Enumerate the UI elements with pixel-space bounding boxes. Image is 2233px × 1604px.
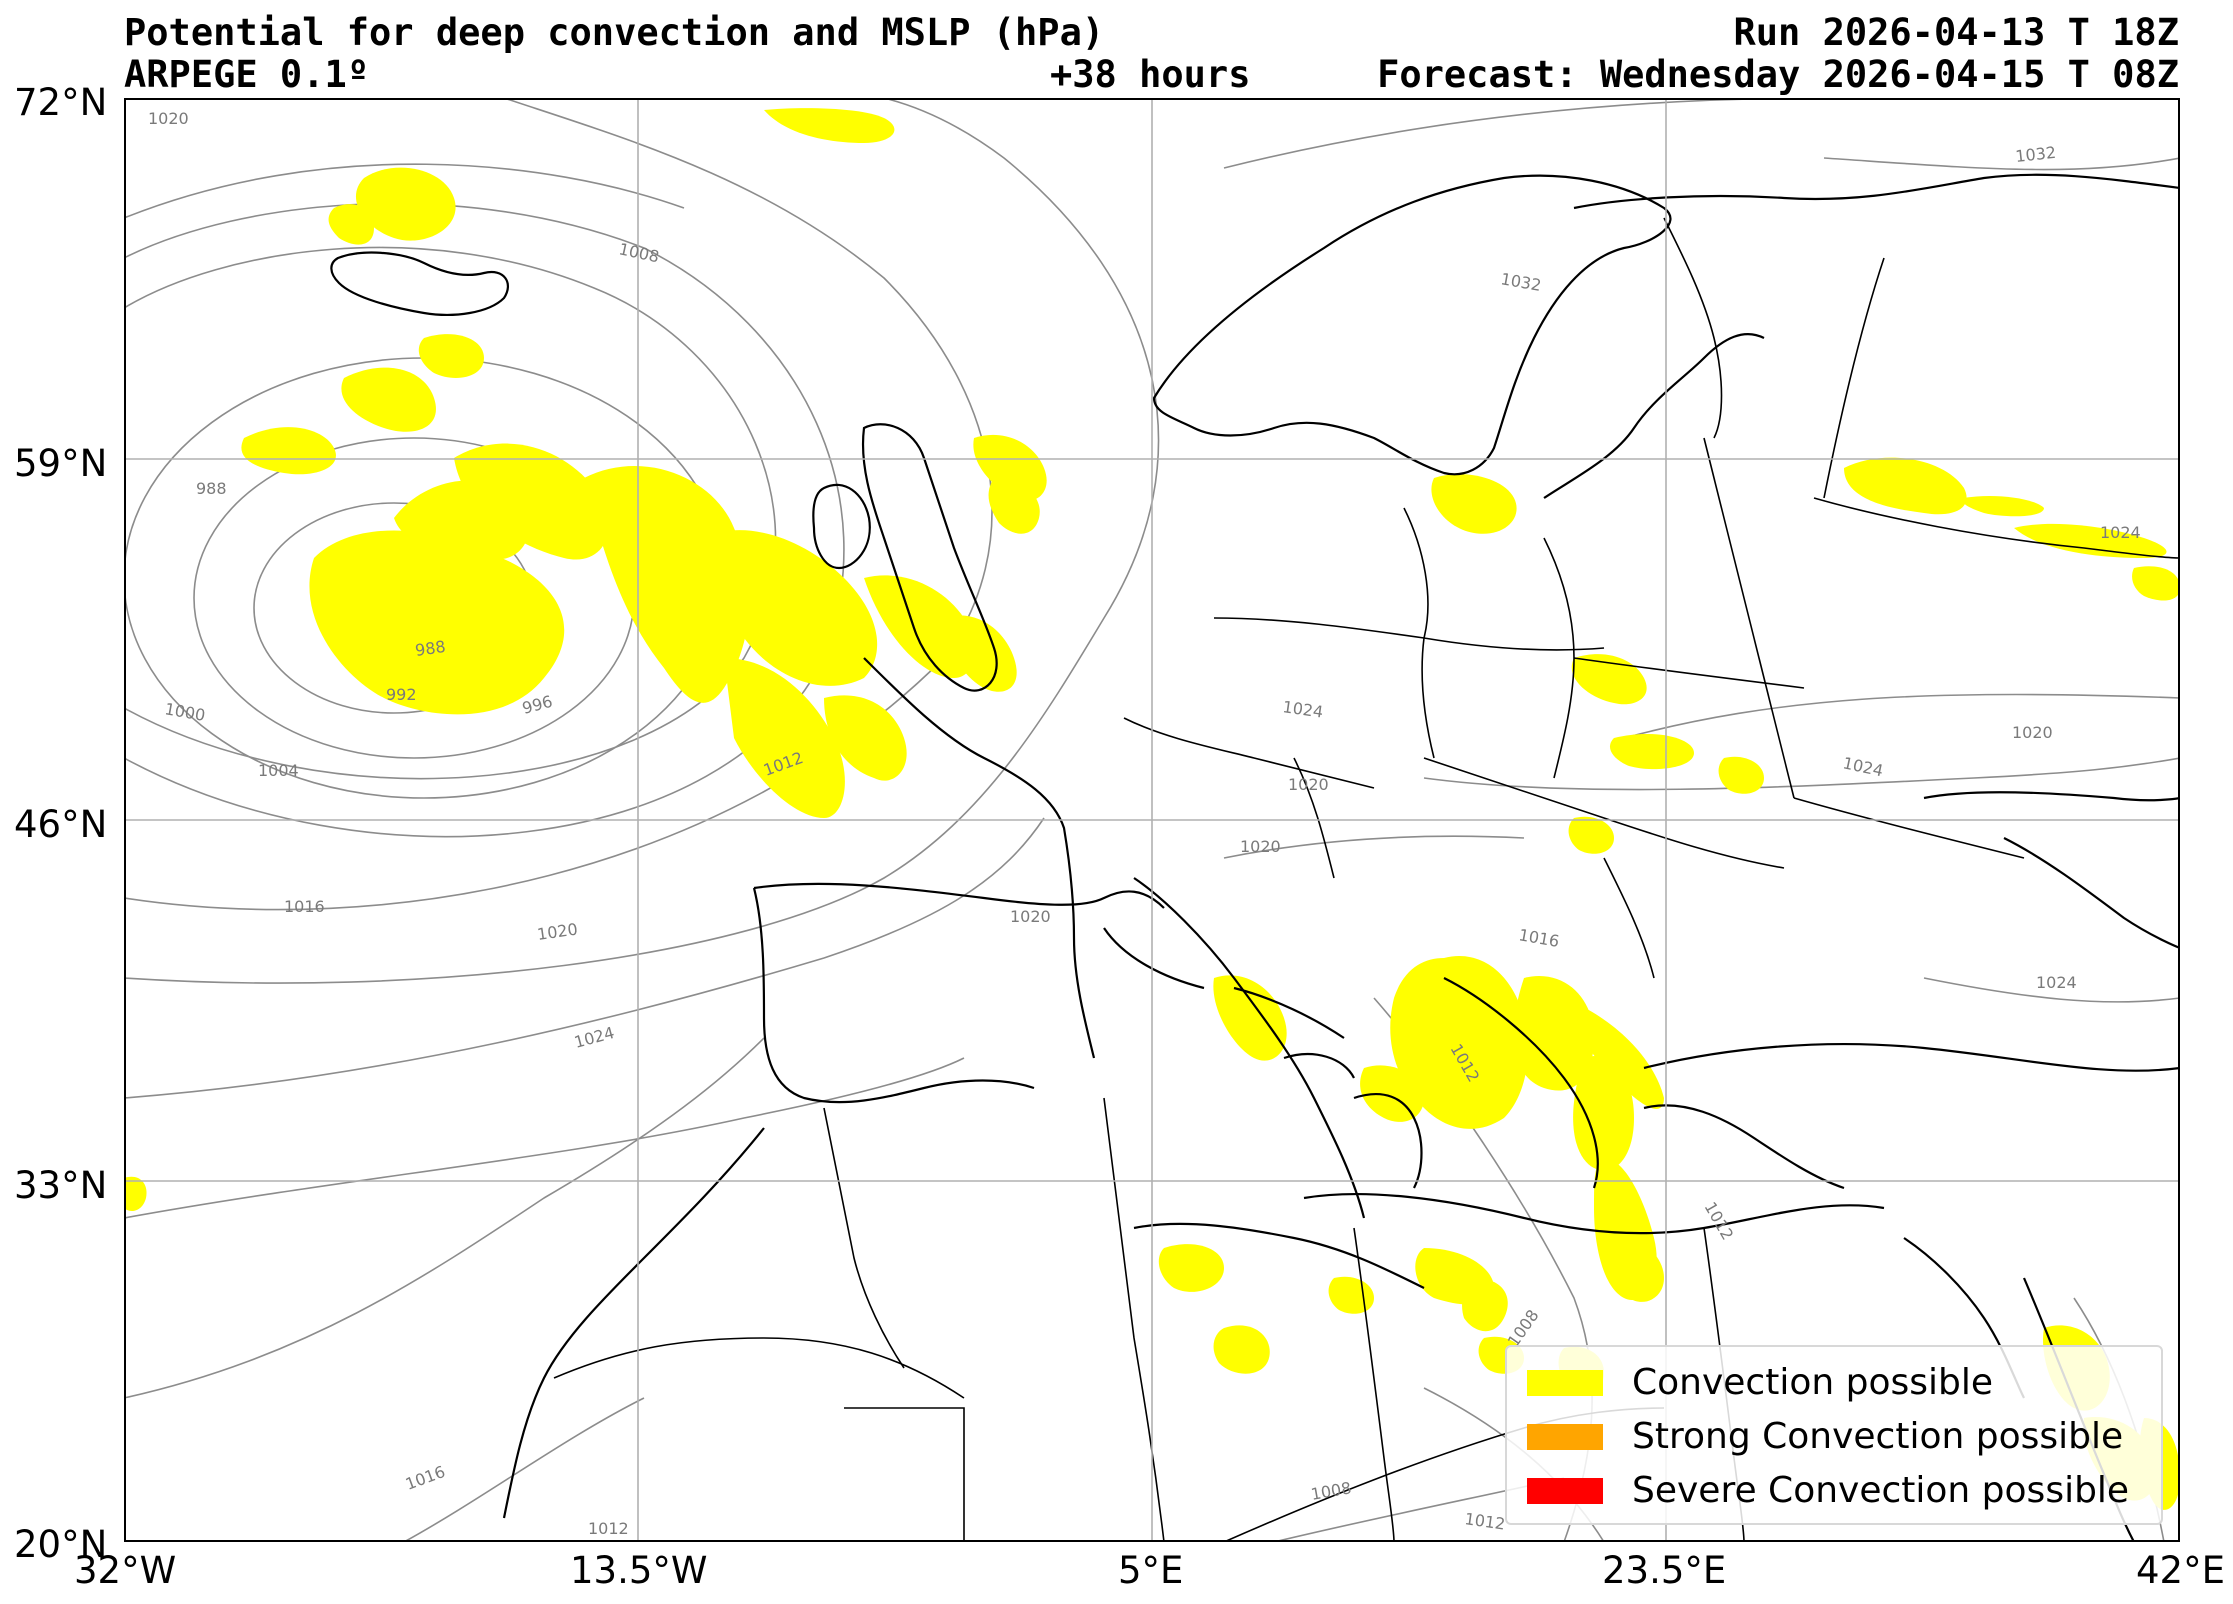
isobar-label: 1032 xyxy=(2014,143,2056,166)
lon-tick-23-5e: 23.5°E xyxy=(1602,1549,1727,1592)
isobar-label: 1024 xyxy=(1281,697,1324,721)
isobar-label: 988 xyxy=(196,479,227,498)
isobar-label: 1020 xyxy=(1010,907,1051,926)
isobar-label: 1024 xyxy=(1841,753,1885,780)
isobar-label: 1016 xyxy=(284,897,325,916)
lead-time: +38 hours xyxy=(1050,53,1251,96)
lon-tick-42e: 42°E xyxy=(2136,1549,2225,1592)
lon-tick-13-5w: 13.5°W xyxy=(570,1549,708,1592)
lat-tick-33n: 33°N xyxy=(14,1164,108,1207)
isobar-label: 1020 xyxy=(536,919,579,943)
model-name: ARPEGE 0.1º xyxy=(124,53,370,96)
isobar-label: 1012 xyxy=(1463,1509,1506,1533)
map-panel: 1020 1008 988 988 992 996 1000 1004 1012… xyxy=(124,98,2180,1542)
isobar-label: 1004 xyxy=(258,761,299,780)
isobar-label: 1024 xyxy=(572,1023,616,1052)
legend-label-convection: Convection possible xyxy=(1632,1362,1994,1403)
lon-tick-32w: 32°W xyxy=(74,1549,177,1592)
isobar-label: 1012 xyxy=(1701,1199,1738,1244)
convection-areas xyxy=(124,108,2180,1510)
isobar-label: 1008 xyxy=(1309,1478,1352,1504)
gridlines xyxy=(124,98,2180,1542)
legend-swatch-strong xyxy=(1527,1424,1603,1450)
isobar-label: 1020 xyxy=(1240,837,1281,856)
borders xyxy=(553,217,2180,1542)
isobar-label: 1008 xyxy=(1504,1306,1543,1350)
legend-swatch-severe xyxy=(1527,1478,1603,1504)
map-legend: Convection possible Strong Convection po… xyxy=(1505,1345,2163,1525)
isobar-label: 1016 xyxy=(1517,925,1560,951)
isobar-label: 996 xyxy=(520,692,554,718)
isobar-label: 1024 xyxy=(2100,523,2141,542)
coastlines xyxy=(330,173,2180,1542)
isobar-label: 1016 xyxy=(403,1462,448,1494)
lat-tick-46n: 46°N xyxy=(14,803,108,846)
legend-label-strong: Strong Convection possible xyxy=(1632,1416,2124,1457)
isobar-label: 988 xyxy=(414,637,447,660)
run-time: Run 2026-04-13 T 18Z xyxy=(1733,11,2179,54)
lon-tick-5e: 5°E xyxy=(1118,1549,1184,1592)
legend-swatch-convection xyxy=(1527,1370,1603,1396)
forecast-time: Forecast: Wednesday 2026-04-15 T 08Z xyxy=(1377,53,2179,96)
isobar-label: 1020 xyxy=(148,109,189,128)
lat-tick-72n: 72°N xyxy=(14,81,108,124)
isobar-label: 1020 xyxy=(2012,723,2053,742)
lat-tick-20n: 20°N xyxy=(14,1523,108,1566)
isobar-label: 1008 xyxy=(617,239,661,266)
isobar-label: 992 xyxy=(386,685,417,704)
legend-label-severe: Severe Convection possible xyxy=(1632,1470,2130,1511)
isobar-label: 1020 xyxy=(1288,775,1329,794)
map-border xyxy=(124,98,2180,1542)
isobar-label: 1024 xyxy=(2036,973,2077,992)
isobar-label: 1000 xyxy=(163,699,206,725)
lat-tick-59n: 59°N xyxy=(14,442,108,485)
map-title: Potential for deep convection and MSLP (… xyxy=(124,11,1105,54)
isobar-label: 1012 xyxy=(588,1519,629,1538)
isobar-label: 1032 xyxy=(1499,269,1542,295)
